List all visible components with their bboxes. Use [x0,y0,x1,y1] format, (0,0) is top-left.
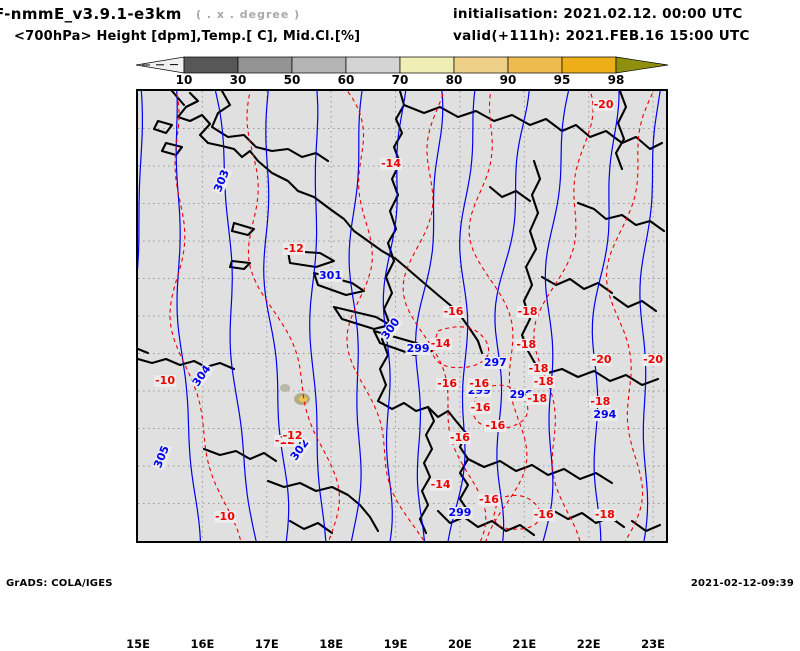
temp-label--20: -20 [592,97,615,111]
height-label-299: 299 [405,342,431,355]
colorbar-swatches [136,56,668,74]
x-axis-tick-16E: 16E [190,637,215,651]
graticule-grid [138,91,666,541]
x-axis-tick-15E: 15E [126,637,150,651]
x-axis-tick-22E: 22E [576,637,601,651]
map-plot-area[interactable]: 303 301 300 299 304 305 302 297 296 294 299 299 -14-… [126,89,668,651]
temp-label--20: -20 [590,352,613,366]
height-label-297: 297 [482,355,508,369]
colorbar-tick-60: 60 [337,73,355,87]
source-credit: GrADS: COLA/IGES [6,578,113,589]
temp-label--14: -14 [429,336,452,350]
plotted-fields-label: <700hPa> Height [dpm],Temp.[ C], Mid.Cl.… [14,29,361,44]
x-axis-tick-23E: 23E [641,637,666,651]
temp-label--16: -16 [468,376,491,390]
temp-label--16: -16 [436,376,458,390]
colorbar-tick-95: 95 [553,73,571,87]
height-label-299: 299 [447,505,473,519]
height-label-301: 301 [318,269,343,283]
temp-label--18: -18 [526,391,549,405]
x-axis-tick-17E: 17E [254,637,279,651]
colorbar-tick-50: 50 [283,73,301,87]
temp-label--10: -10 [154,374,176,388]
temp-label--18: -18 [516,304,539,318]
model-resolution: ( . x . degree ) [196,8,301,21]
temp-label--12: -12 [281,429,304,442]
initialisation-time: initialisation: 2021.02.12. 00:00 UTC [453,6,743,22]
colorbar-tick-10: 10 [175,73,193,87]
x-axis-tick-21E: 21E [512,637,537,651]
temp-label--14: -14 [429,477,452,491]
temperature-contour-lines [169,91,655,541]
temp-label--18: -18 [527,361,550,375]
temp-label--12: -12 [282,241,305,255]
temp-label--18: -18 [515,337,538,351]
temp-label--18: -18 [593,507,616,521]
cloud-cover-colorbar: 10 30 50 60 70 80 90 95 98 [136,56,668,87]
height-contour-lines [138,91,661,541]
temp-label--16: -16 [469,400,492,414]
x-axis-tick-19E: 19E [383,637,408,651]
colorbar-tick-90: 90 [499,73,517,87]
colorbar-tick-80: 80 [445,73,463,87]
temp-label--16: -16 [442,305,465,319]
temp-label--10: -10 [213,510,236,523]
temp-label--14: -14 [380,156,402,170]
model-title: F-nmmE_v3.9.1-e3km [0,5,182,23]
temp-label--20: -20 [642,352,665,366]
colorbar-tick-98: 98 [607,73,625,87]
temp-label--16: -16 [449,430,471,444]
temp-label--16: -16 [477,492,500,506]
colorbar-tick-70: 70 [391,73,409,87]
temp-label--18: -18 [589,395,612,409]
temp-label--18: -18 [532,375,555,388]
colorbar-tick-30: 30 [229,73,247,87]
x-axis-tick-18E: 18E [319,637,344,651]
temp-label--16: -16 [484,419,507,433]
map-contours [138,91,666,541]
height-label-294: 294 [592,408,618,421]
cloud-cover-shading [280,384,310,405]
valid-time: valid(+111h): 2021.FEB.16 15:00 UTC [453,28,750,44]
x-axis-tick-20E: 20E [448,637,472,651]
render-timestamp: 2021-02-12-09:39 [690,578,794,589]
temp-label--16: -16 [532,507,555,521]
